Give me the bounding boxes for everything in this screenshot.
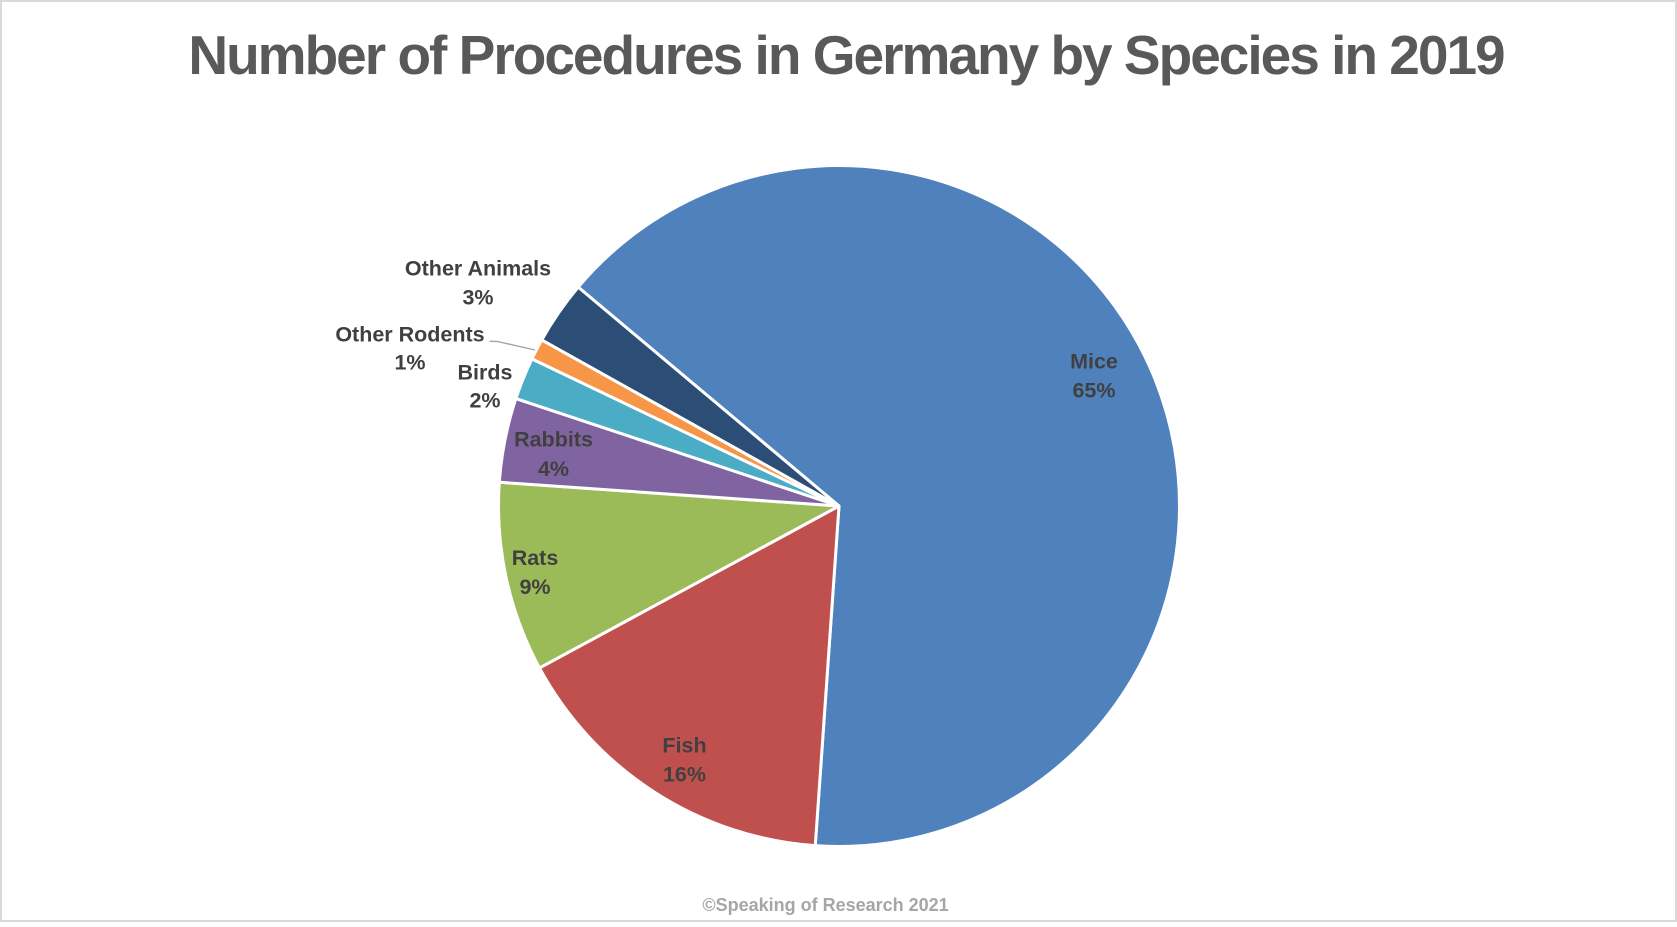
svg-text:Other Animals: Other Animals xyxy=(405,257,551,281)
svg-text:Mice: Mice xyxy=(1070,350,1118,374)
svg-text:9%: 9% xyxy=(519,575,550,599)
svg-text:Birds: Birds xyxy=(458,361,513,385)
svg-text:Other Rodents: Other Rodents xyxy=(335,323,484,347)
svg-text:3%: 3% xyxy=(462,286,493,310)
svg-text:65%: 65% xyxy=(1072,379,1115,403)
svg-text:Fish: Fish xyxy=(662,734,706,758)
svg-text:1%: 1% xyxy=(394,351,425,375)
svg-text:©Speaking of Research 2021: ©Speaking of Research 2021 xyxy=(702,895,948,915)
svg-text:Rabbits: Rabbits xyxy=(514,428,593,452)
svg-text:2%: 2% xyxy=(469,389,500,413)
svg-text:Number of Procedures in German: Number of Procedures in Germany by Speci… xyxy=(188,24,1504,86)
svg-text:4%: 4% xyxy=(538,457,569,481)
svg-text:16%: 16% xyxy=(663,763,706,787)
svg-text:Rats: Rats xyxy=(512,546,559,570)
